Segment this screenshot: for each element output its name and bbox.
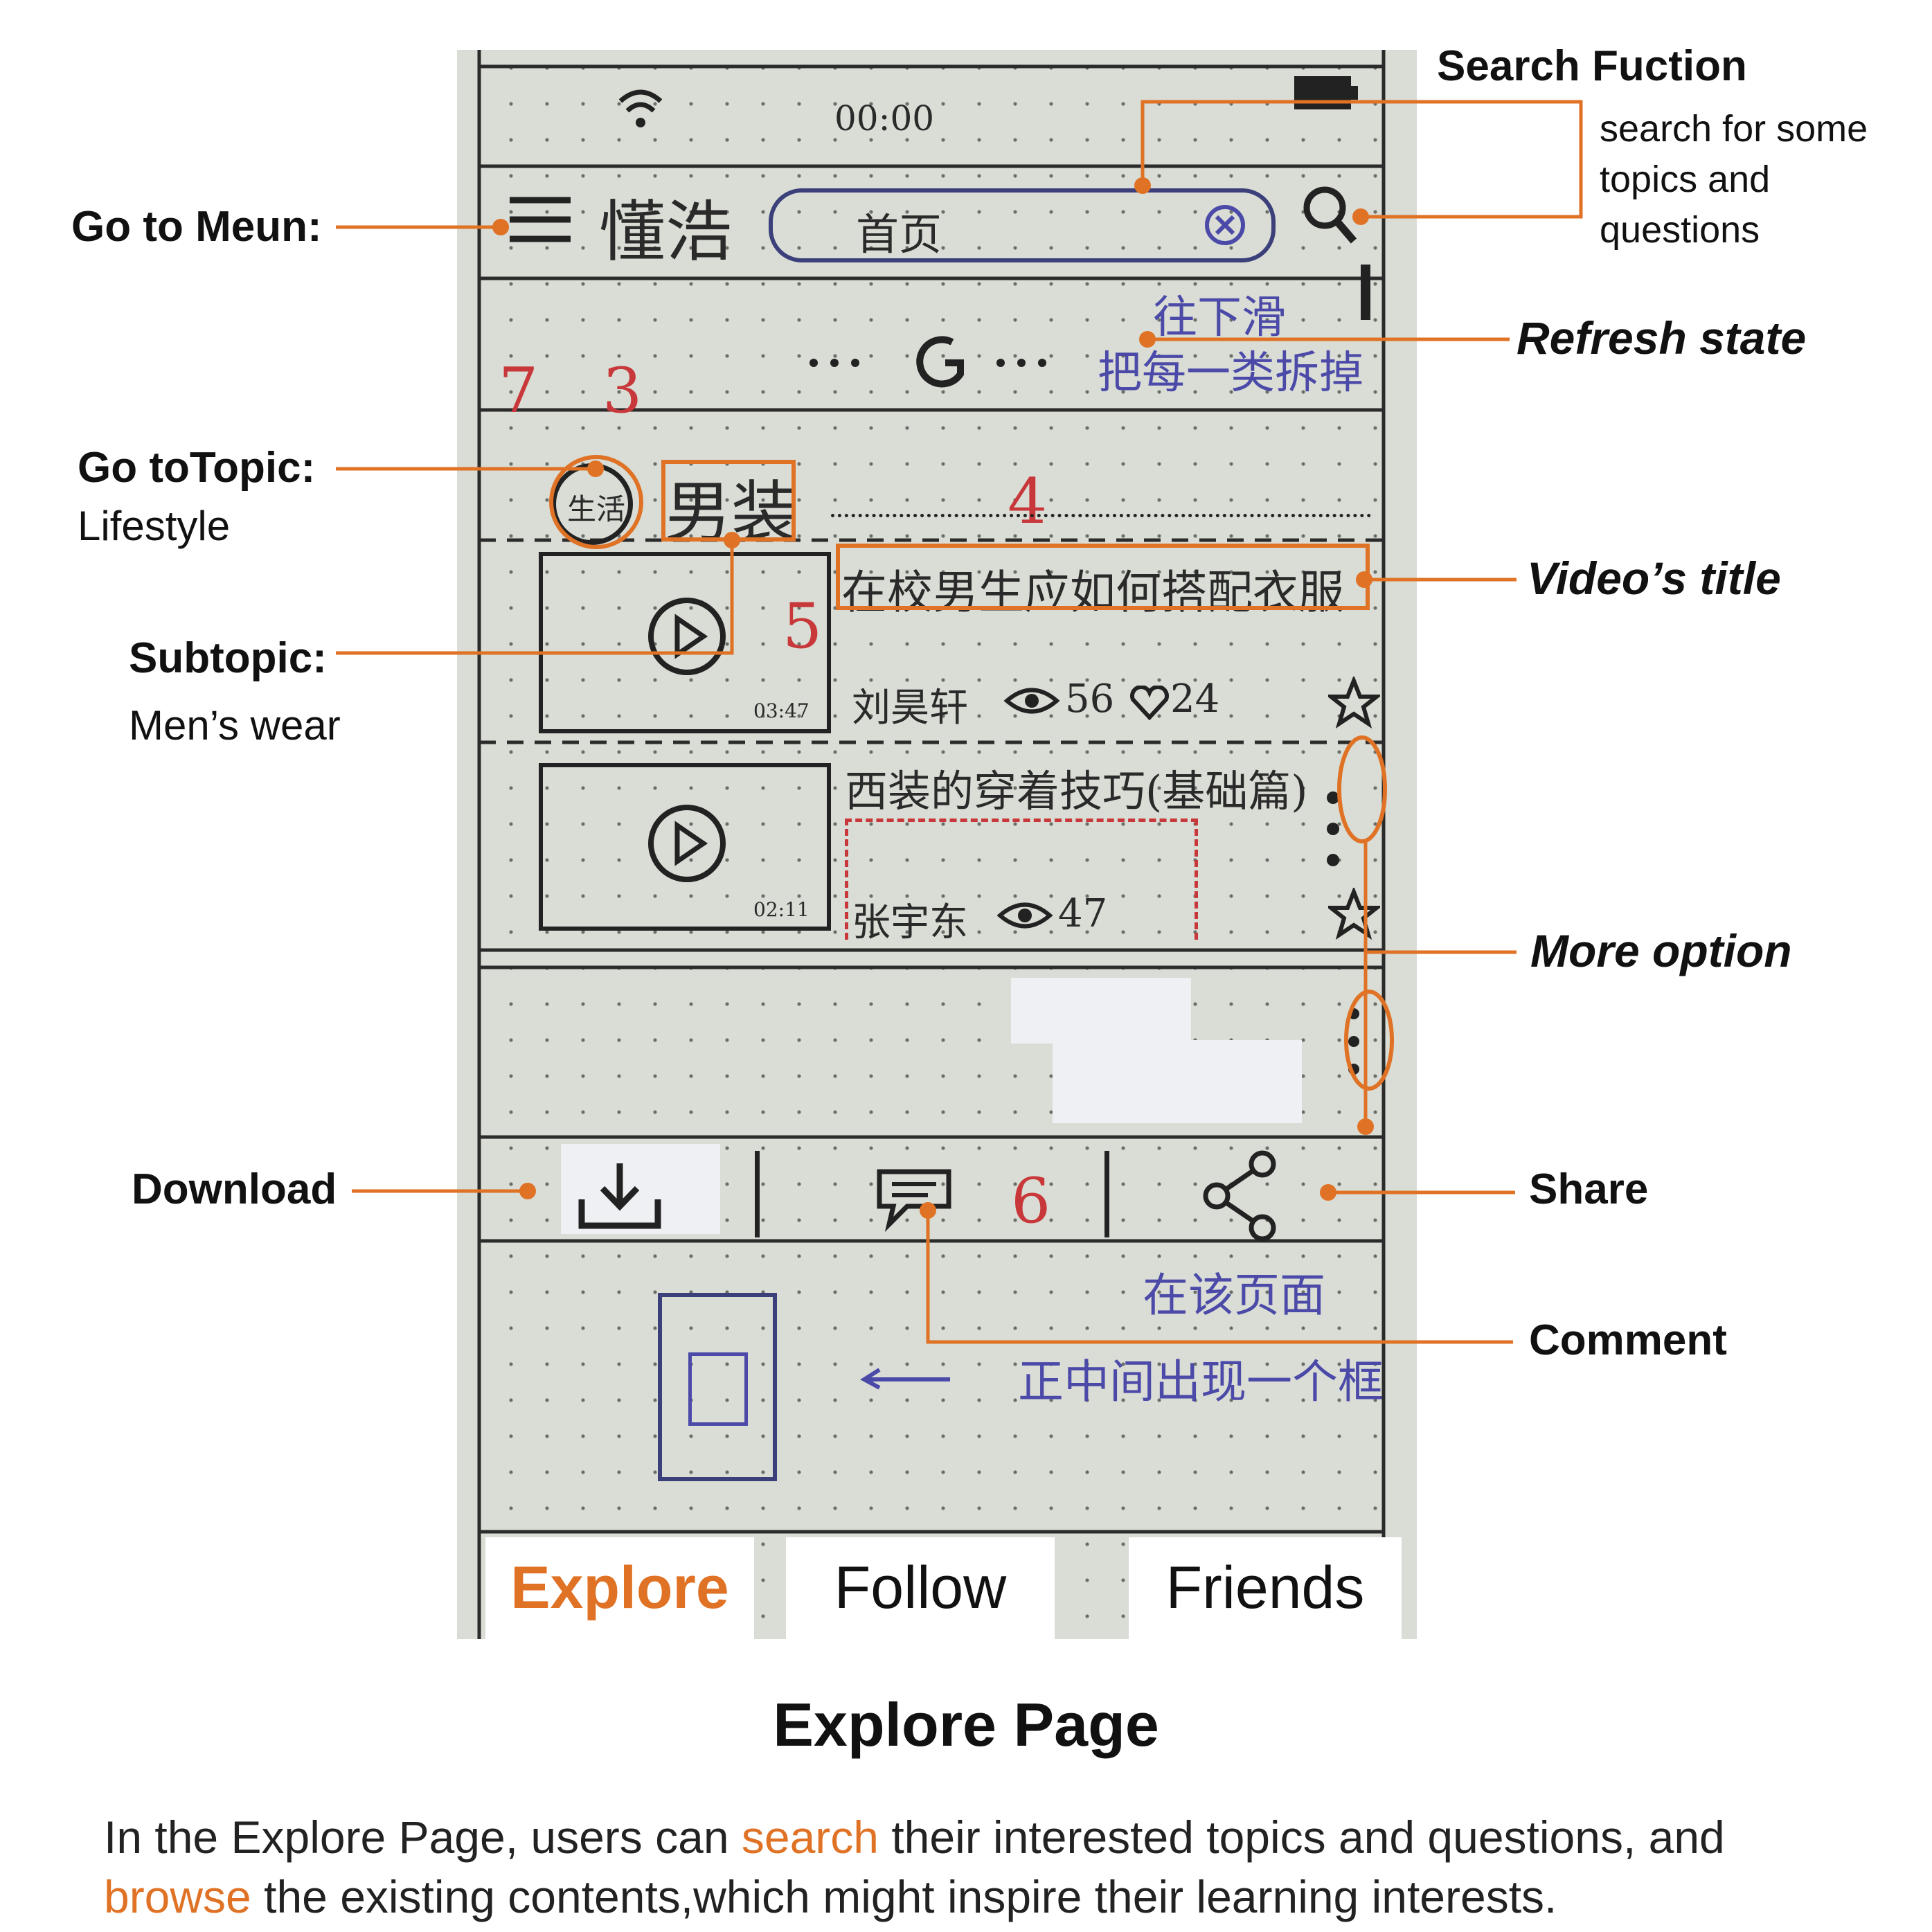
play-icon[interactable]: [645, 595, 728, 678]
views-eye-icon: [997, 902, 1053, 929]
scrollbar-thumb[interactable]: [1361, 265, 1370, 320]
desc-text-3: the existing contents,which might inspir…: [251, 1871, 1557, 1922]
video-views-1: 56: [1065, 677, 1115, 722]
favorite-star-icon[interactable]: [1328, 677, 1380, 728]
flow-number-4: 4: [1008, 465, 1048, 538]
video-title-1[interactable]: 在校男生应如何搭配衣服: [841, 566, 1344, 619]
flow-number-3: 3: [602, 355, 643, 427]
phone-sketch: 00:00 懂浩 首页 往下滑 把每一类拆掉 7 3 4 5 6 生活 男装: [457, 50, 1417, 1639]
annotation-refresh: Refresh state: [1517, 312, 1807, 364]
share-icon[interactable]: [1201, 1147, 1285, 1244]
play-icon[interactable]: [645, 802, 728, 885]
video-duration-1: 03:47: [753, 699, 810, 722]
clear-search-icon[interactable]: [1202, 202, 1248, 248]
desc-browse: browse: [104, 1871, 251, 1922]
refresh-note-2: 把每一类拆掉: [1098, 348, 1363, 399]
more-options-icon[interactable]: [1319, 784, 1347, 874]
tab-friends[interactable]: Friends: [1129, 1537, 1402, 1639]
wifi-icon: [618, 89, 663, 127]
more-options-icon[interactable]: [1340, 999, 1368, 1089]
flow-number-6: 6: [1011, 1165, 1051, 1237]
refresh-spinner-icon: [810, 336, 1046, 388]
desc-text-1: In the Explore Page, users can: [104, 1812, 742, 1863]
annotation-subtopic-sub: Men’s wear: [129, 702, 341, 749]
annotation-topic-sub: Lifestyle: [78, 503, 231, 549]
flow-number-5: 5: [782, 590, 823, 663]
dashed-popup-outline: [845, 819, 1198, 940]
annotation-topic-title: Go toTopic:: [78, 444, 316, 492]
annotation-video-title: Video’s title: [1527, 553, 1781, 604]
topic-badge[interactable]: 生活: [551, 463, 633, 545]
flow-number-7: 7: [499, 355, 539, 427]
topic-divider: [831, 514, 1371, 517]
video-author-1[interactable]: 刘昊轩: [852, 686, 968, 731]
refresh-note-1: 往下滑: [1153, 292, 1286, 343]
subtopic-label[interactable]: 男装: [665, 474, 798, 551]
topic-badge-label: 生活: [567, 492, 626, 526]
annotation-more-option: More option: [1530, 925, 1792, 976]
annotation-search-desc: search for some topics and questions: [1600, 108, 1868, 251]
annotation-subtopic-title: Subtopic:: [129, 634, 327, 682]
tab-explore[interactable]: Explore: [485, 1537, 754, 1639]
battery-icon: [1294, 76, 1358, 109]
video-views-2: 47: [1058, 891, 1108, 936]
status-time: 00:00: [834, 98, 935, 138]
tab-follow[interactable]: Follow: [786, 1537, 1055, 1639]
desc-search: search: [741, 1812, 879, 1863]
annotation-share: Share: [1529, 1165, 1649, 1213]
search-icon[interactable]: [1298, 181, 1361, 251]
comment-box-sketch: [658, 1293, 777, 1481]
video-title-2[interactable]: 西装的穿着技巧(基础篇): [845, 766, 1308, 816]
page-description: In the Explore Page, users can search th…: [104, 1807, 1877, 1926]
desc-text-2: their interested topics and questions, a…: [878, 1812, 1725, 1863]
video-thumbnail-2[interactable]: [539, 763, 831, 931]
arrow-left-icon: [860, 1368, 950, 1390]
likes-heart-icon[interactable]: [1129, 686, 1170, 720]
comment-icon[interactable]: [873, 1151, 963, 1234]
comment-note-2: 正中间出现一个框: [1018, 1355, 1384, 1408]
download-icon[interactable]: [575, 1158, 665, 1234]
search-input[interactable]: 首页: [769, 188, 1276, 262]
video-likes-1: 24: [1170, 677, 1220, 722]
hamburger-menu-icon[interactable]: [506, 192, 575, 247]
annotation-comment: Comment: [1529, 1316, 1727, 1364]
comment-note-1: 在该页面: [1143, 1269, 1325, 1322]
views-eye-icon: [1004, 688, 1059, 714]
action-divider: [1104, 1151, 1109, 1237]
annotation-search-title: Search Fuction: [1437, 42, 1747, 90]
comment-box-doc: [688, 1352, 748, 1426]
video-author-2[interactable]: 张宇东: [852, 900, 968, 945]
sketch-paper: [457, 50, 1417, 1639]
favorite-star-icon[interactable]: [1328, 888, 1380, 940]
annotation-download: Download: [132, 1165, 337, 1213]
action-divider: [755, 1151, 760, 1237]
app-name: 懂浩: [599, 193, 732, 271]
video-duration-2: 02:11: [753, 898, 810, 921]
page-title: Explore Page: [773, 1690, 1159, 1759]
search-input-value: 首页: [856, 209, 942, 260]
annotation-menu: Go to Meun:: [71, 203, 322, 251]
